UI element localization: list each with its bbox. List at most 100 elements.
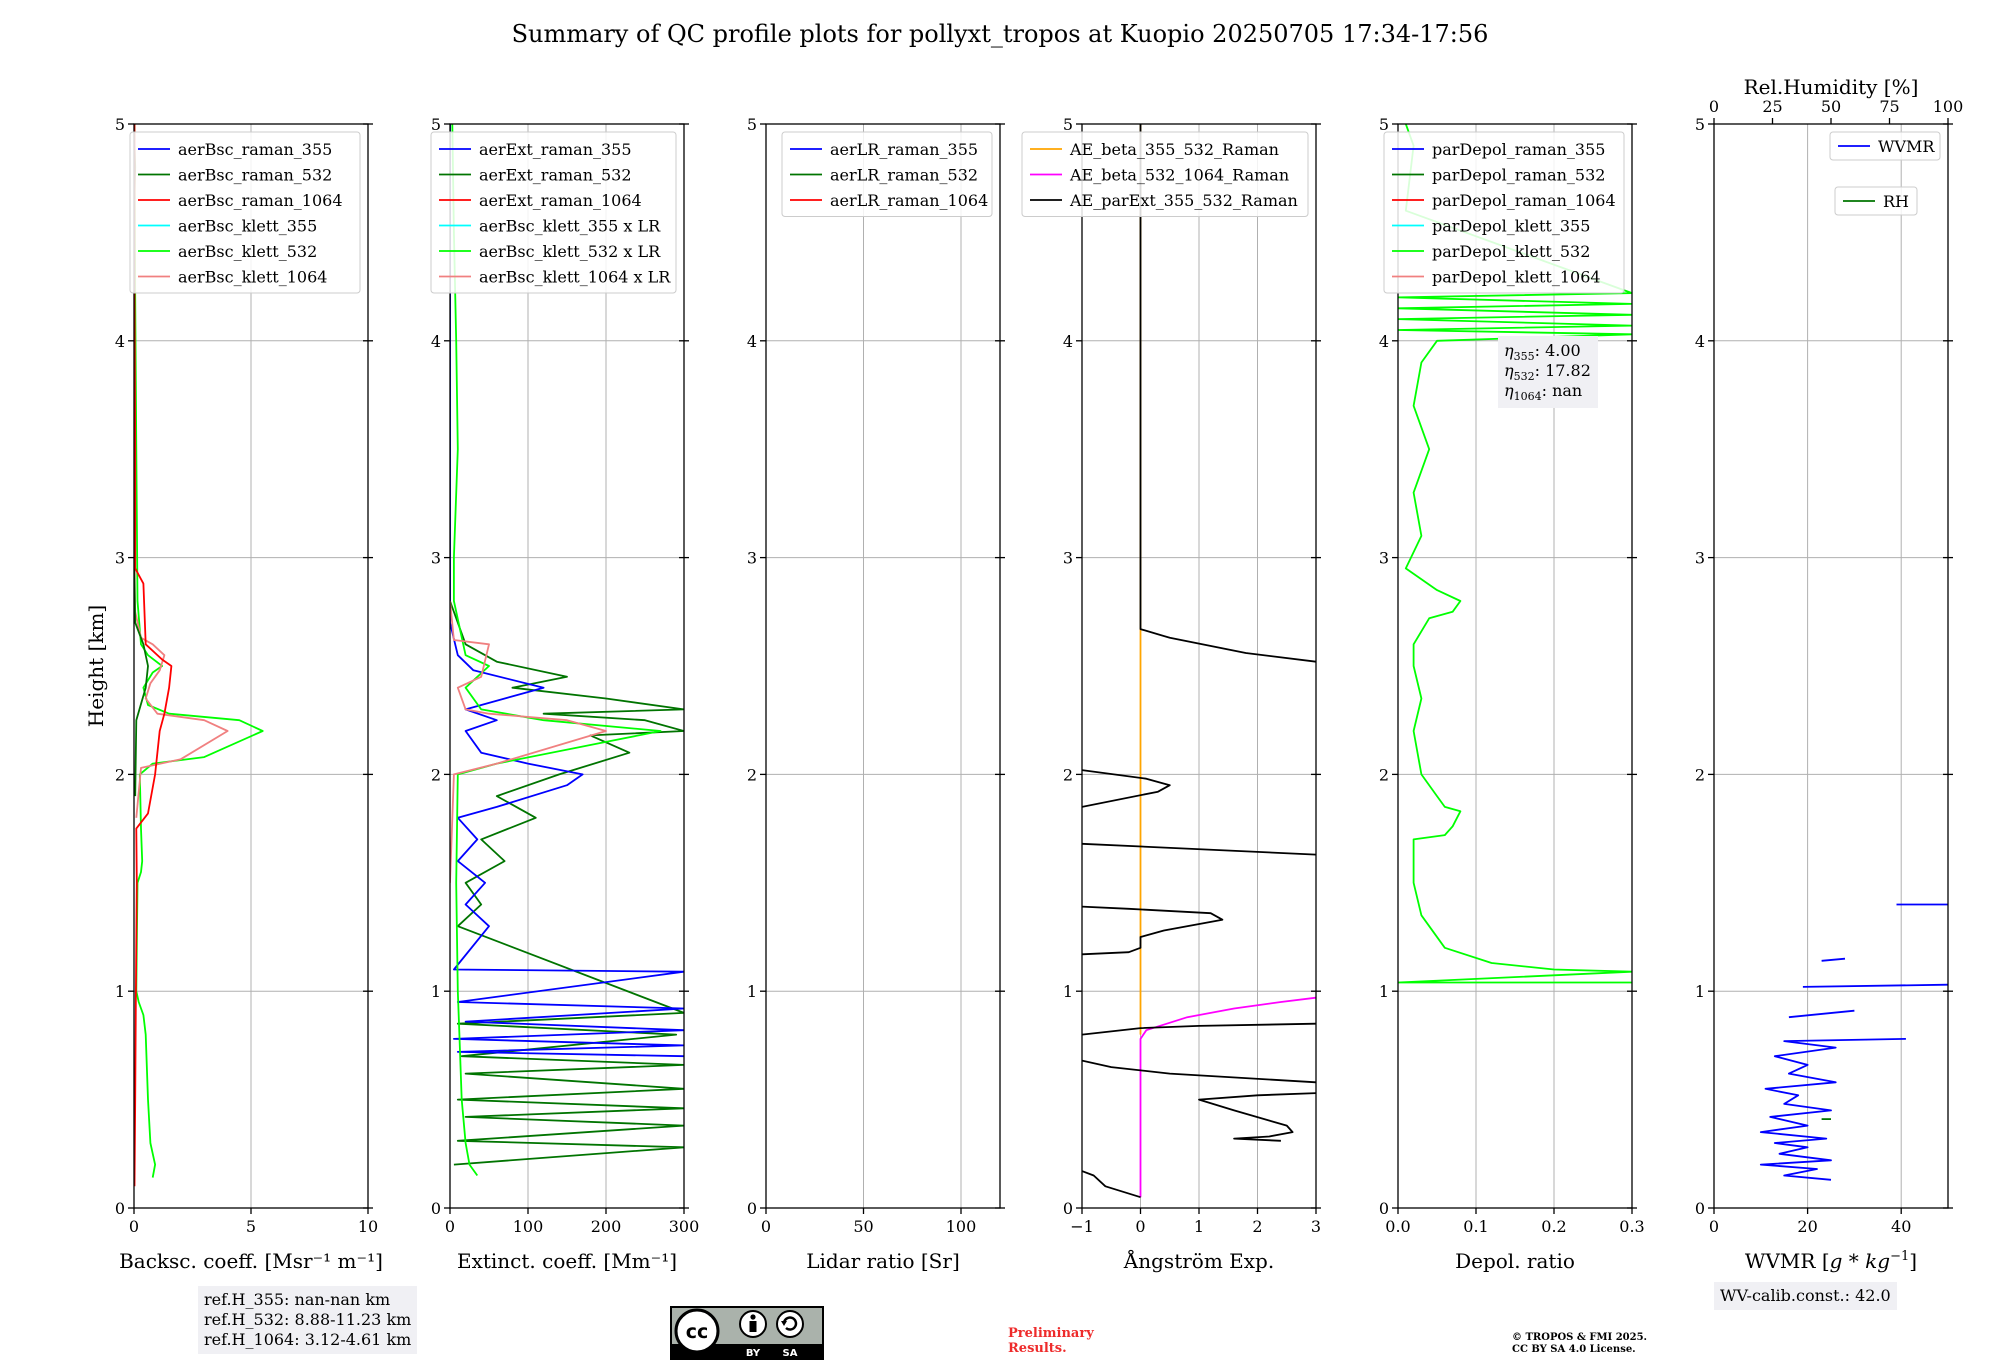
x-tick-label: 3 — [1311, 1217, 1321, 1236]
panel-extinction: 0 100 200 300 0 1 2 3 4 5 Extinct. coeff. [Mm⁻¹] ae… — [430, 115, 700, 1273]
y-tick-label: 1 — [1695, 982, 1705, 1001]
legend-entry-label: aerBsc_klett_532 x LR — [479, 242, 661, 261]
svg-text:cc: cc — [686, 1321, 709, 1343]
series-line-aerBsc_raman_1064 — [134, 124, 173, 1187]
y-tick-label: 1 — [1379, 982, 1389, 1001]
ref-height-355: ref.H_355: nan-nan km — [204, 1290, 391, 1309]
series-line-aerBsc_klett_532 x LR — [451, 124, 662, 1177]
series-line-aerExt_raman_355 — [450, 124, 684, 1058]
y-tick-label: 5 — [431, 115, 441, 134]
y-axis-label: Height [km] — [84, 605, 108, 727]
cc-license-badge: cc BY SA — [670, 1306, 824, 1360]
eta-annotation: η1064: nan — [1504, 381, 1582, 403]
plot-frame — [1397, 123, 1633, 1209]
panel-depol: 0.0 0.1 0.2 0.3 0 1 2 3 4 5 Depol. ratio parDepol_r… — [1379, 115, 1645, 1273]
y-tick-label: 2 — [1695, 765, 1705, 784]
legend-entry-label: RH — [1883, 192, 1909, 211]
y-tick-label: 2 — [431, 765, 441, 784]
svg-text:SA: SA — [783, 1348, 798, 1359]
legend-box — [781, 131, 993, 217]
series-group — [1398, 124, 1632, 984]
legend-entry-label: parDepol_klett_532 — [1432, 242, 1590, 261]
x-tick-label: 200 — [591, 1217, 622, 1236]
legend-entry-label: aerBsc_raman_1064 — [178, 191, 343, 210]
panel-backscatter: 0 5 10 0 1 2 3 4 5 Backsc. coeff. [Msr⁻¹ m⁻¹] aerB… — [115, 115, 383, 1273]
panel-wvmr: 0 20 40 0 1 2 3 4 5 WVMR [g * kg−1] 0 25 50 75 100 Rel.… — [1695, 75, 1963, 1273]
legend-entry-label: aerBsc_klett_532 — [178, 242, 317, 261]
legend-entry-label: WVMR — [1878, 137, 1935, 156]
x2-tick-label: 100 — [1933, 97, 1964, 116]
legend-entry-label: AE_beta_532_1064_Raman — [1069, 166, 1289, 185]
x-axis-label: WVMR [g * kg−1] — [1745, 1249, 1917, 1273]
series-line-AE_beta_532_1064_Raman — [1139, 996, 1316, 1198]
preliminary-note: Preliminary Results. — [1008, 1326, 1094, 1356]
y-tick-label: 3 — [1063, 549, 1073, 568]
y-tick-label: 2 — [1063, 765, 1073, 784]
y-tick-label: 3 — [431, 549, 441, 568]
legend-entry-label: parDepol_raman_1064 — [1432, 191, 1616, 210]
y-tick-label: 4 — [431, 332, 441, 351]
x-tick-label: 300 — [669, 1217, 700, 1236]
series-line-aerBsc_klett_1064 — [134, 557, 229, 818]
y-tick-label: 4 — [115, 332, 125, 351]
legend-box — [1829, 131, 1941, 161]
legend-entry-label: AE_beta_355_532_Raman — [1069, 140, 1279, 159]
legend-box — [1383, 131, 1625, 294]
x-tick-label: 100 — [513, 1217, 544, 1236]
y-tick-label: 3 — [115, 549, 125, 568]
x-tick-label: 0.3 — [1619, 1217, 1644, 1236]
x2-axis-label: Rel.Humidity [%] — [1744, 75, 1919, 99]
legend-entry-label: AE_parExt_355_532_Raman — [1069, 191, 1298, 210]
series-line-aerExt_raman_532 — [450, 124, 684, 1166]
legend-entry-label: aerBsc_klett_1064 x LR — [479, 268, 671, 287]
y-tick-label: 2 — [115, 765, 125, 784]
legend-entry-label: aerBsc_klett_1064 — [178, 268, 327, 287]
y-tick-label: 4 — [1379, 332, 1389, 351]
x-tick-label: 1 — [1194, 1217, 1204, 1236]
y-tick-label: 0 — [1695, 1199, 1705, 1218]
eta-annotation: η532: 17.82 — [1504, 361, 1591, 383]
y-tick-label: 0 — [431, 1199, 441, 1218]
x-tick-label: 100 — [946, 1217, 977, 1236]
x2-tick-label: 25 — [1762, 97, 1782, 116]
preliminary-line-1: Preliminary — [1008, 1326, 1094, 1341]
y-tick-label: 3 — [1379, 549, 1389, 568]
copyright-note: © TROPOS & FMI 2025. CC BY SA 4.0 Licens… — [1512, 1332, 1647, 1356]
svg-text:BY: BY — [746, 1348, 761, 1359]
legend-entry-label: aerLR_raman_355 — [830, 140, 978, 159]
copyright-line-2: CC BY SA 4.0 License. — [1512, 1344, 1636, 1355]
x-tick-label: 10 — [358, 1217, 378, 1236]
x-tick-label: 5 — [246, 1217, 256, 1236]
y-tick-label: 5 — [1695, 115, 1705, 134]
wv-calibration-box: WV-calib.const.: 42.0 — [1714, 1282, 1897, 1310]
x2-tick-label: 0 — [1709, 97, 1719, 116]
y-tick-label: 0 — [1379, 1199, 1389, 1218]
y-tick-label: 5 — [1063, 115, 1073, 134]
legend-entry-label: parDepol_klett_355 — [1432, 217, 1590, 236]
panel-lidar_ratio: 0 50 100 0 1 2 3 4 5 Lidar ratio [Sr] aerLR_raman_… — [747, 115, 1005, 1273]
legend-box — [1021, 131, 1309, 217]
x-tick-label: −1 — [1070, 1217, 1094, 1236]
reference-heights-box: ref.H_355: nan-nan km ref.H_532: 8.88-11… — [198, 1286, 418, 1354]
plot-frame — [449, 123, 685, 1209]
x-tick-label: 0.2 — [1541, 1217, 1566, 1236]
legend-entry-label: parDepol_raman_532 — [1432, 166, 1605, 185]
x2-tick-label: 75 — [1879, 97, 1899, 116]
y-tick-label: 4 — [1695, 332, 1705, 351]
legend-box — [430, 131, 677, 294]
y-tick-label: 5 — [747, 115, 757, 134]
x2-tick-label: 50 — [1821, 97, 1841, 116]
y-tick-label: 5 — [1379, 115, 1389, 134]
y-tick-label: 1 — [1063, 982, 1073, 1001]
x-tick-label: 0 — [761, 1217, 771, 1236]
legend-entry-label: aerBsc_klett_355 x LR — [479, 217, 661, 236]
y-tick-label: 0 — [747, 1199, 757, 1218]
legend-entry-label: aerExt_raman_1064 — [479, 191, 642, 210]
ref-height-532: ref.H_532: 8.88-11.23 km — [204, 1310, 412, 1329]
plot-frame — [1713, 123, 1949, 1209]
y-tick-label: 0 — [115, 1199, 125, 1218]
series-line-parDepol_klett_532 — [1398, 124, 1632, 984]
x-tick-label: 0 — [445, 1217, 455, 1236]
legend-entry-label: aerExt_raman_532 — [479, 166, 632, 185]
